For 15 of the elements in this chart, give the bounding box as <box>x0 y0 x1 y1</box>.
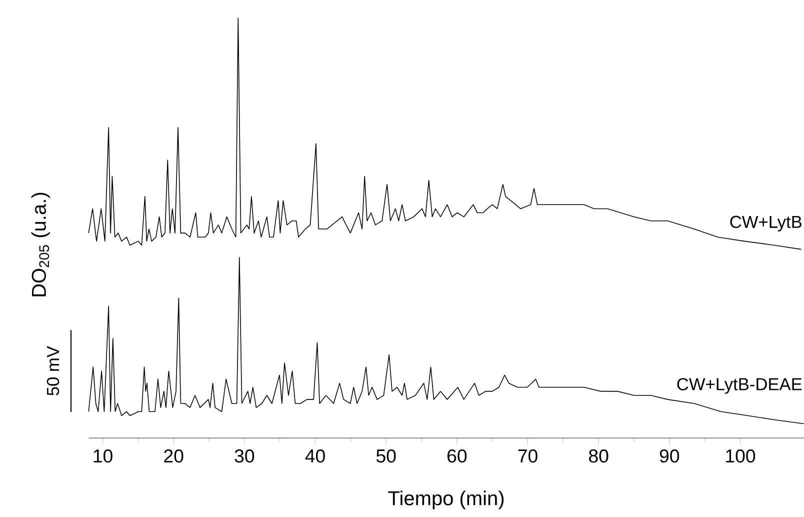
x-tick-label: 100 <box>726 449 756 463</box>
x-tick-label: 50 <box>376 449 396 463</box>
x-tick-label: 90 <box>660 449 680 463</box>
x-tick-label: 70 <box>518 449 538 463</box>
x-tick-label: 60 <box>447 449 467 463</box>
x-tick-label: 20 <box>164 449 184 463</box>
x-tick-label: 10 <box>94 449 112 463</box>
y-axis-title: DO$_{205}$ (u.a.) <box>31 192 50 296</box>
series-label: CW+LytB <box>730 216 802 232</box>
text: 50 mV <box>46 346 60 396</box>
x-tick-label: 40 <box>305 449 325 463</box>
x-tick-label: 30 <box>234 449 254 463</box>
series-label: CW+LytB-DEAE <box>677 378 802 394</box>
x-axis-title: Tiempo (min) <box>388 490 504 510</box>
x-tick-label: 80 <box>589 449 608 463</box>
